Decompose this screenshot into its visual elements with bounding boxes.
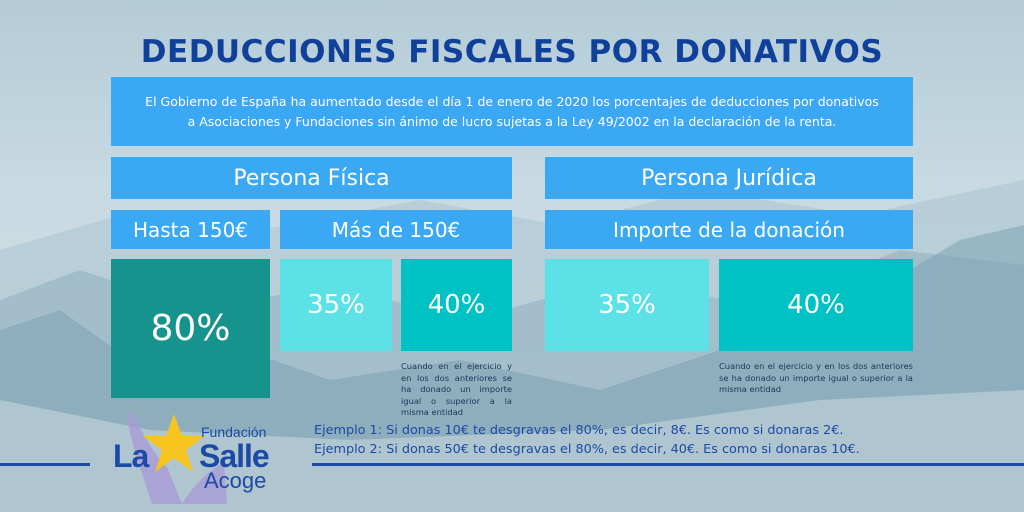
juridica-value-40: 40%: [719, 259, 913, 351]
intro-text: El Gobierno de España ha aumentado desde…: [111, 77, 913, 146]
page-title: DEDUCCIONES FISCALES POR DONATIVOS: [140, 34, 884, 70]
persona-fisica-header: Persona Física: [111, 157, 512, 199]
fisica-note: Cuando en el ejercicio y en los dos ante…: [401, 361, 512, 417]
hasta-150-value: 80%: [111, 259, 270, 398]
star-icon: [143, 414, 205, 472]
logo-fundacion-text: Fundación: [201, 424, 267, 440]
logo-la-text: La: [113, 438, 149, 474]
mas-150-value-35: 35%: [280, 259, 392, 351]
logo-acoge-text: Acoge: [204, 468, 267, 493]
importe-donacion-label: Importe de la donación: [545, 210, 913, 249]
example-2: Ejemplo 2: Si donas 50€ te desgravas el …: [314, 442, 860, 457]
mas-150-value-40: 40%: [401, 259, 512, 351]
hasta-150-label: Hasta 150€: [111, 210, 270, 249]
logo-salle-text: Salle: [199, 438, 270, 474]
example-1: Ejemplo 1: Si donas 10€ te desgravas el …: [314, 423, 844, 438]
juridica-note: Cuando en el ejercicio y en los dos ante…: [719, 361, 913, 394]
persona-juridica-header: Persona Jurídica: [545, 157, 913, 199]
juridica-value-35: 35%: [545, 259, 709, 351]
logo-graphic: [127, 412, 227, 504]
divider-left: [0, 463, 90, 466]
mas-150-label: Más de 150€: [280, 210, 512, 249]
divider-right: [312, 463, 1024, 466]
examples-block: Ejemplo 1: Si donas 10€ te desgravas el …: [314, 421, 860, 459]
